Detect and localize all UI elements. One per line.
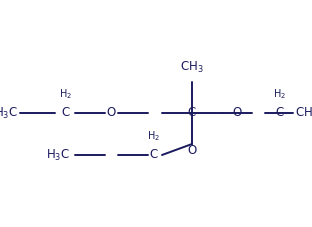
Text: O: O [188,143,197,156]
Text: H$_2$: H$_2$ [59,87,71,101]
Text: H$_3$C: H$_3$C [46,148,70,163]
Text: C: C [61,106,69,119]
Text: H$_3$C: H$_3$C [0,106,18,121]
Text: H$_2$: H$_2$ [272,87,285,101]
Text: CH$_3$: CH$_3$ [295,106,312,121]
Text: C: C [275,106,283,119]
Text: O: O [106,106,116,119]
Text: C: C [188,106,196,119]
Text: CH$_3$: CH$_3$ [180,60,204,75]
Text: C: C [149,148,157,161]
Text: H$_2$: H$_2$ [147,129,159,143]
Text: O: O [232,106,241,119]
